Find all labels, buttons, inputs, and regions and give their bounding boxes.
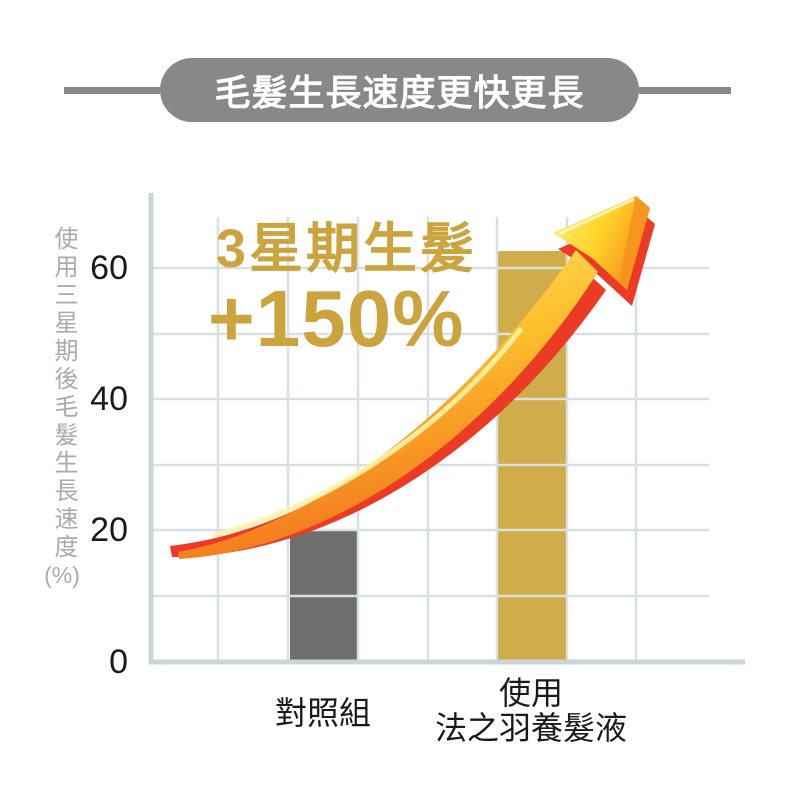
arrow-head-facet <box>619 196 650 290</box>
y-tick-20: 20 <box>90 511 128 549</box>
category-label-product: 使用 法之羽養髮液 <box>431 676 631 746</box>
y-tick-0: 0 <box>109 643 128 681</box>
banner-pill: 毛髮生長速度更快更長 <box>160 58 639 122</box>
annotation-line2: +150% <box>208 274 465 363</box>
category-label-control: 對照組 <box>248 696 398 731</box>
arrow-shadow-head <box>558 212 655 306</box>
bar-control-group <box>290 529 357 660</box>
bar-product-group <box>498 251 566 660</box>
title-banner: 毛髮生長速度更快更長 <box>0 58 800 122</box>
y-axis-unit: (%) <box>44 562 80 588</box>
arrow-head-highlight <box>558 197 635 236</box>
page-title: 毛髮生長速度更快更長 <box>214 72 585 113</box>
y-axis-label: 使用三星期後毛髮生長速度 <box>50 226 77 562</box>
annotation: 3星期生髮 +150% <box>208 220 477 360</box>
arrow-head <box>553 196 650 290</box>
category-label-control-text: 對照組 <box>274 695 371 731</box>
banner-line-right <box>639 87 731 94</box>
category-label-product-line2: 法之羽養髮液 <box>434 710 627 746</box>
banner-line-left <box>64 87 160 94</box>
y-tick-60: 60 <box>90 249 128 287</box>
y-tick-40: 40 <box>90 380 128 418</box>
annotation-line1: 3星期生髮 <box>216 219 478 279</box>
category-label-product-line1: 使用 <box>498 675 563 711</box>
